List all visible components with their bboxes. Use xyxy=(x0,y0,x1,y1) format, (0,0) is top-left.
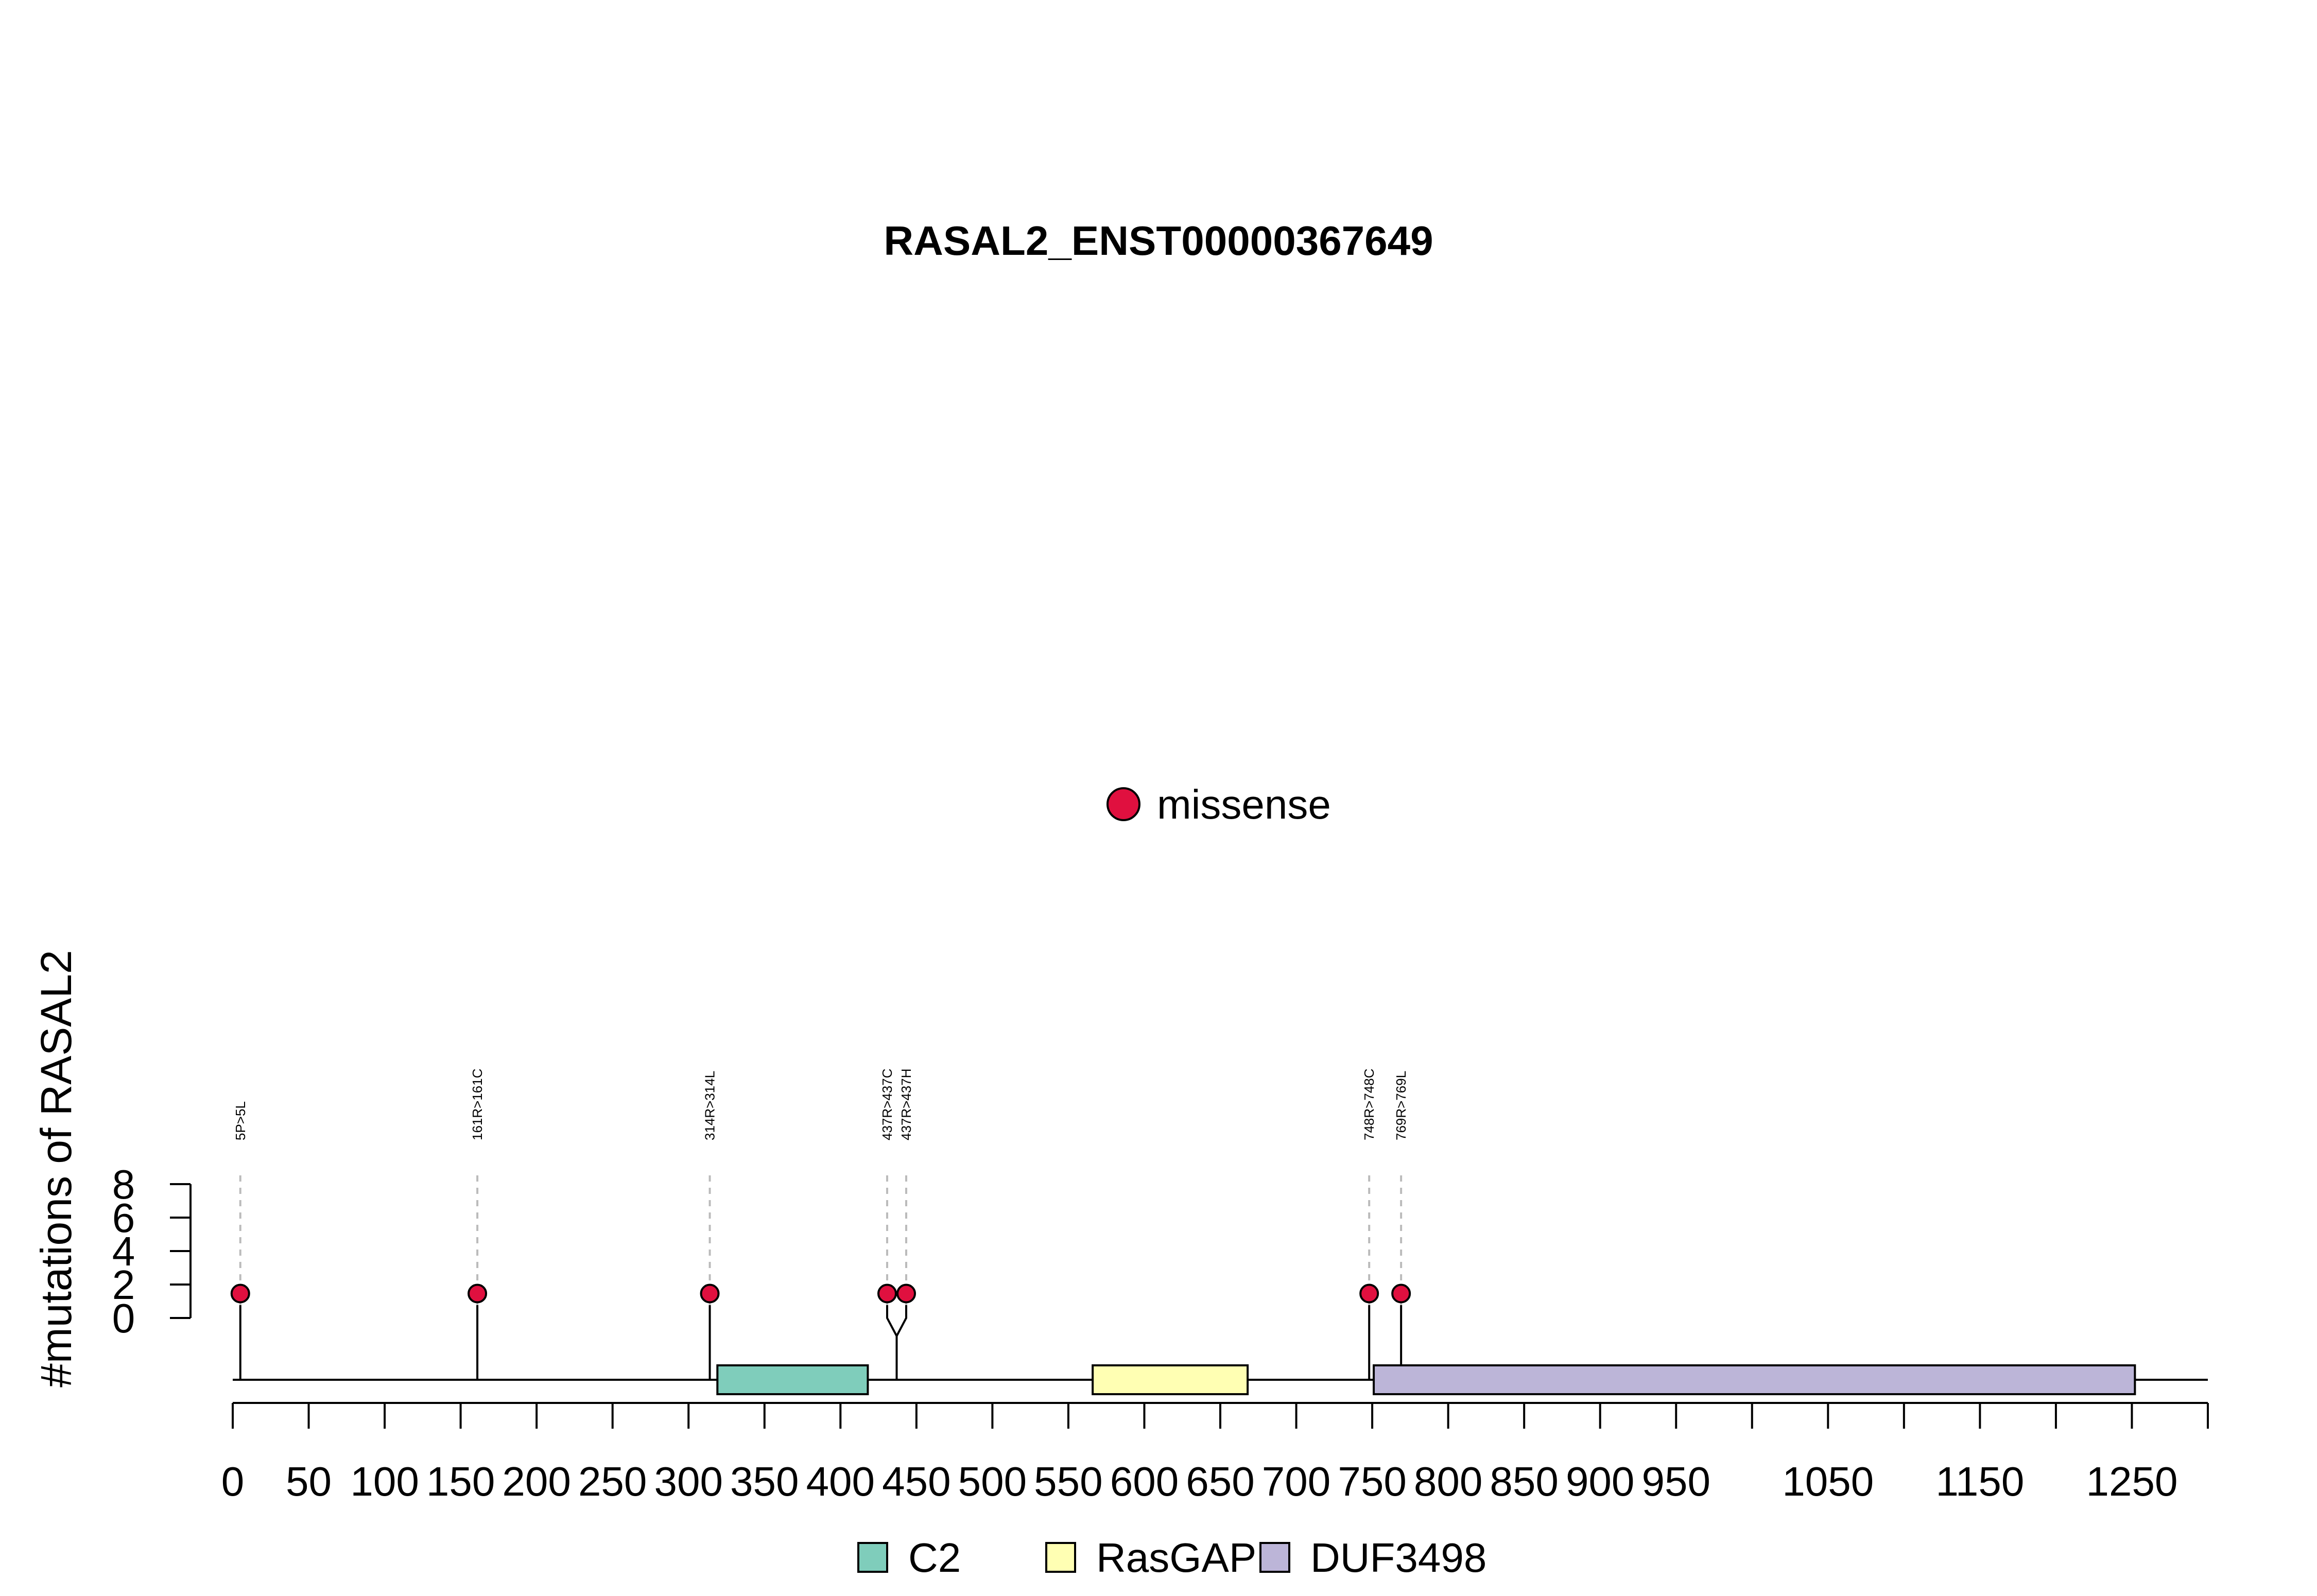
mutation-label-2: 314R>314L xyxy=(702,1071,718,1140)
mutation-label-6: 769R>769L xyxy=(1393,1071,1409,1140)
x-tick-label-900: 900 xyxy=(1566,1459,1634,1504)
x-tick-label-300: 300 xyxy=(654,1459,722,1504)
x-tick-label-450: 450 xyxy=(882,1459,950,1504)
mutation-dot-6 xyxy=(1391,1283,1411,1304)
chart-title: RASAL2_ENST00000367649 xyxy=(884,218,1433,264)
x-tick-label-950: 950 xyxy=(1641,1459,1710,1504)
x-tick-label-850: 850 xyxy=(1490,1459,1558,1504)
legend-duf3498-label: DUF3498 xyxy=(1310,1535,1486,1581)
legend-duf3498-swatch xyxy=(1259,1542,1290,1573)
mutation-labels: 5P>5L 161R>161C 314R>314L 437R>437C 437R>437… xyxy=(233,1069,1409,1141)
x-axis: 0 50 100 150 200 250 300 350 400 450 500 550 600 650 7… xyxy=(221,1402,2209,1504)
y-tick-label-6: 6 xyxy=(112,1195,135,1241)
legend-missense-label: missense xyxy=(1157,782,1331,827)
mutation-label-5: 748R>748C xyxy=(1361,1069,1377,1141)
domain-c2 xyxy=(716,1364,869,1395)
mutation-label-3: 437R>437C xyxy=(879,1069,895,1141)
mutation-dot-0 xyxy=(230,1283,250,1304)
protein-domains xyxy=(716,1364,2136,1395)
x-tick-label-750: 750 xyxy=(1338,1459,1406,1504)
mutation-branch-4 xyxy=(895,1305,907,1337)
x-tick-label-600: 600 xyxy=(1110,1459,1179,1504)
x-tick-label-200: 200 xyxy=(502,1459,570,1504)
mutation-dot-3 xyxy=(877,1283,897,1304)
x-tick-label-1150: 1150 xyxy=(1935,1459,2024,1504)
mutation-label-0: 5P>5L xyxy=(233,1101,248,1140)
mutation-branch-3 xyxy=(886,1305,898,1337)
y-tick-label-8: 8 xyxy=(112,1161,135,1207)
mutation-guide-lines xyxy=(239,1175,1403,1305)
y-axis-label: #mutations of RASAL2 xyxy=(32,950,80,1387)
x-tick-label-0: 0 xyxy=(221,1459,245,1504)
x-tick-label-400: 400 xyxy=(806,1459,875,1504)
x-tick-label-700: 700 xyxy=(1262,1459,1330,1504)
y-tick-label-0: 0 xyxy=(112,1295,135,1341)
domain-legend: C2 RasGAP DUF3498 xyxy=(857,1535,1486,1581)
mutation-label-4: 437R>437H xyxy=(898,1069,914,1141)
mutation-dot-1 xyxy=(468,1283,488,1304)
x-tick-label-100: 100 xyxy=(350,1459,419,1504)
legend-missense-marker xyxy=(1106,787,1140,821)
mutation-dot-2 xyxy=(700,1283,720,1304)
x-tick-label-500: 500 xyxy=(958,1459,1027,1504)
x-tick-label-50: 50 xyxy=(286,1459,332,1504)
legend-c2-swatch xyxy=(857,1542,888,1573)
x-tick-label-550: 550 xyxy=(1034,1459,1102,1504)
x-tick-label-150: 150 xyxy=(426,1459,495,1504)
mutation-stems xyxy=(239,1305,1403,1380)
mutation-dot-4 xyxy=(896,1283,916,1304)
legend-rasgap-swatch xyxy=(1045,1542,1076,1573)
domain-rasgap xyxy=(1092,1364,1249,1395)
legend-rasgap-label: RasGAP xyxy=(1096,1535,1256,1581)
mutation-dots xyxy=(230,1283,1411,1304)
y-tick-label-4: 4 xyxy=(112,1228,135,1274)
x-tick-label-1250: 1250 xyxy=(2086,1459,2177,1504)
x-tick-label-350: 350 xyxy=(730,1459,799,1504)
legend-c2-label: C2 xyxy=(908,1535,961,1581)
x-tick-label-250: 250 xyxy=(578,1459,647,1504)
x-tick-label-800: 800 xyxy=(1414,1459,1482,1504)
y-tick-label-2: 2 xyxy=(112,1262,135,1308)
mutation-label-1: 161R>161C xyxy=(470,1069,485,1141)
domain-duf3498 xyxy=(1373,1364,2136,1395)
x-tick-label-650: 650 xyxy=(1186,1459,1254,1504)
x-tick-label-1050: 1050 xyxy=(1782,1459,1874,1504)
mutation-dot-5 xyxy=(1359,1283,1379,1304)
mutation-type-legend: missense xyxy=(1106,782,1331,827)
